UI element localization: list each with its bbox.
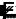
Text: FIG. 2A: FIG. 2A	[1, 1, 16, 19]
Line: <0.1kb: <0.1kb	[0, 6, 16, 19]
Saline	[10, 14, 11, 15]
Legend: Saline, HEL, Intact, 2.0-0.5kb, 0.5-0.1kb, <0.1kb: Saline, HEL, Intact, 2.0-0.5kb, 0.5-0.1k…	[3, 17, 16, 19]
Line: HEL: HEL	[0, 3, 16, 19]
Line: 0.5-0.1kb: 0.5-0.1kb	[0, 2, 16, 19]
Line: 2.0-0.5kb: 2.0-0.5kb	[0, 0, 16, 18]
Line: Intact: Intact	[0, 1, 16, 19]
Line: Saline: Saline	[0, 7, 16, 19]
